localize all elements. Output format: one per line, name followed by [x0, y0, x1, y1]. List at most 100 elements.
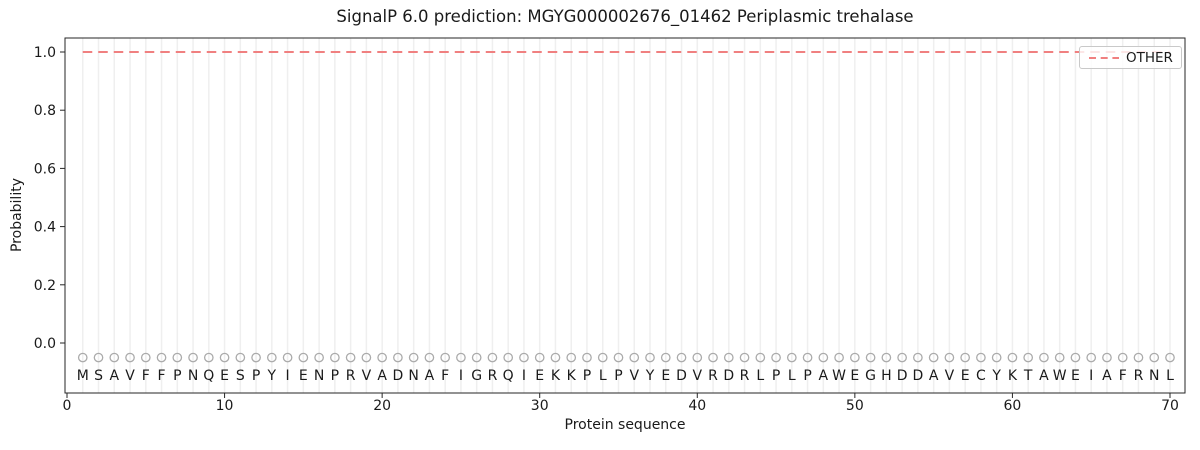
- residue-marker: [440, 352, 451, 363]
- residue-letter: V: [125, 368, 135, 384]
- residue-letter: L: [756, 368, 764, 384]
- residue-letter: Y: [267, 368, 277, 384]
- residue-marker: [235, 352, 246, 363]
- residue-marker: [566, 352, 577, 363]
- residue-marker: [77, 352, 88, 363]
- legend-label-other: OTHER: [1126, 49, 1173, 66]
- residue-marker: [534, 352, 545, 363]
- axes-border: [64, 37, 1186, 394]
- residue-marker: [660, 352, 671, 363]
- legend: OTHER: [1079, 46, 1182, 69]
- residue-letter: N: [188, 368, 198, 384]
- x-tick-label: 50: [846, 398, 864, 414]
- residue-letter: V: [692, 368, 702, 384]
- residue-letter: V: [362, 368, 372, 384]
- residue-marker: [109, 352, 120, 363]
- residue-marker: [377, 352, 387, 363]
- x-tick-label: 70: [1161, 398, 1179, 414]
- residue-marker: [960, 352, 970, 363]
- residue-marker: [613, 352, 624, 363]
- residue-marker: [597, 352, 608, 363]
- residue-letter: A: [929, 368, 939, 384]
- residue-marker: [629, 352, 640, 363]
- residue-letter: D: [393, 368, 404, 384]
- residue-marker: [881, 352, 892, 363]
- residue-letter: P: [331, 368, 339, 384]
- residue-marker: [125, 352, 135, 363]
- residue-letter: V: [945, 368, 955, 384]
- residue-letter: E: [961, 368, 970, 384]
- residue-marker: [849, 352, 860, 363]
- residue-marker: [645, 352, 655, 363]
- residue-letter: P: [252, 368, 260, 384]
- residue-marker: [251, 352, 261, 363]
- residue-letter: D: [912, 368, 923, 384]
- residue-letter: A: [425, 368, 435, 384]
- residue-letter: H: [881, 368, 892, 384]
- residue-marker: [188, 352, 198, 363]
- residue-letter: P: [803, 368, 811, 384]
- residue-marker: [172, 352, 183, 363]
- residue-marker: [93, 352, 104, 363]
- residue-letter: E: [661, 368, 670, 384]
- residue-letter: G: [865, 368, 876, 384]
- residue-letter: F: [1119, 368, 1127, 384]
- residue-marker: [755, 352, 766, 363]
- residue-letter: R: [1134, 368, 1144, 384]
- residue-letter: W: [832, 368, 846, 384]
- residue-letter: Q: [203, 368, 214, 384]
- residue-letter: I: [522, 368, 526, 384]
- residue-letter: R: [708, 368, 718, 384]
- residue-marker: [345, 352, 356, 363]
- residue-letter: P: [583, 368, 591, 384]
- residue-letter: L: [1166, 368, 1174, 384]
- residue-letter: I: [459, 368, 463, 384]
- residue-letter: I: [286, 368, 290, 384]
- residue-marker: [897, 352, 907, 363]
- x-axis-label: Protein sequence: [564, 417, 686, 433]
- residue-marker: [723, 352, 734, 363]
- residue-letter: I: [1089, 368, 1093, 384]
- residue-letter: F: [142, 368, 150, 384]
- x-tick-label: 0: [63, 398, 72, 414]
- residue-marker: [739, 352, 750, 363]
- residue-letter: A: [109, 368, 119, 384]
- residue-letter: Y: [991, 368, 1001, 384]
- residue-marker: [676, 352, 687, 363]
- y-tick-label: 1.0: [34, 45, 56, 61]
- y-tick-label: 0.2: [34, 278, 56, 294]
- residue-marker: [786, 352, 797, 363]
- residue-marker: [471, 352, 482, 363]
- residue-letter: K: [1008, 368, 1018, 384]
- residue-letter: N: [1149, 368, 1159, 384]
- residue-letter: K: [567, 368, 577, 384]
- residue-marker: [582, 352, 592, 363]
- residue-marker: [140, 352, 151, 363]
- residue-marker: [771, 352, 781, 363]
- residue-marker: [330, 352, 340, 363]
- residue-marker: [519, 352, 529, 363]
- residue-marker: [408, 352, 419, 363]
- residue-letter: S: [236, 368, 245, 384]
- residue-marker: [708, 352, 718, 363]
- residue-letter: D: [897, 368, 908, 384]
- residue-marker: [1102, 352, 1112, 363]
- x-tick-label: 30: [531, 398, 549, 414]
- legend-dashed-line-icon: [1089, 56, 1119, 59]
- residue-marker: [976, 352, 986, 363]
- y-tick-label: 0.6: [34, 161, 56, 177]
- residue-marker: [282, 352, 293, 363]
- residue-marker: [203, 352, 214, 363]
- residue-letter: A: [377, 368, 387, 384]
- residue-marker: [424, 352, 435, 363]
- residue-letter: K: [551, 368, 561, 384]
- residue-letter: Q: [503, 368, 514, 384]
- residue-marker: [298, 352, 309, 363]
- residue-marker: [456, 352, 466, 363]
- residue-marker: [1165, 352, 1175, 363]
- y-tick-label: 0.4: [34, 220, 56, 236]
- x-tick-label: 20: [373, 398, 391, 414]
- y-axis-label: Probability: [9, 178, 25, 253]
- residue-letter: L: [788, 368, 796, 384]
